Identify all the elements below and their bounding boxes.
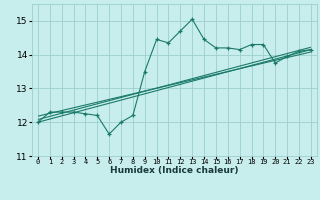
X-axis label: Humidex (Indice chaleur): Humidex (Indice chaleur) xyxy=(110,166,239,175)
